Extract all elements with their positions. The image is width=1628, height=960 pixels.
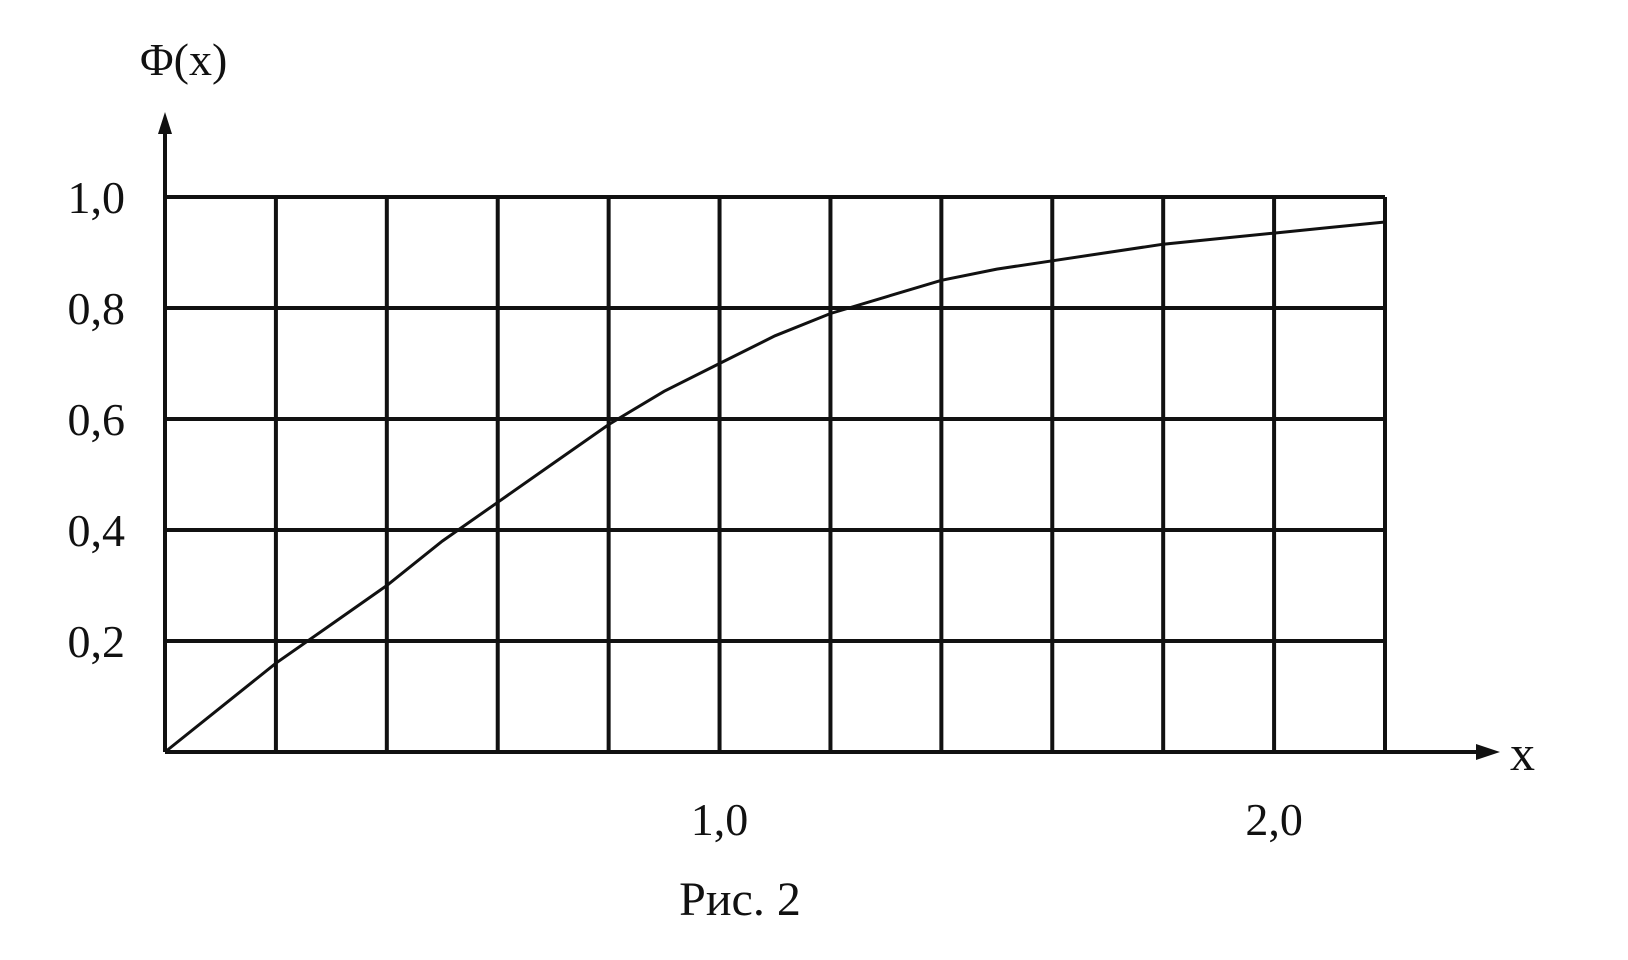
y-tick-label: 1,0	[68, 172, 126, 223]
y-axis-label: Φ(x)	[140, 34, 227, 85]
y-tick-label: 0,2	[68, 616, 126, 667]
y-axis-arrow-icon	[158, 112, 172, 134]
y-tick-label: 0,4	[68, 505, 126, 556]
grid	[165, 195, 1387, 752]
axes	[158, 112, 1500, 760]
y-tick-label: 0,8	[68, 283, 126, 334]
series-line	[164, 220, 1386, 754]
x-tick-labels: 1,0 2,0	[691, 794, 1303, 845]
x-tick-label: 2,0	[1245, 794, 1303, 845]
x-axis-label: x	[1510, 725, 1535, 781]
x-tick-label: 1,0	[691, 794, 749, 845]
x-axis-arrow-icon	[1476, 744, 1500, 760]
figure-caption: Рис. 2	[679, 873, 801, 926]
y-tick-label: 0,6	[68, 394, 126, 445]
y-tick-labels: 0,2 0,4 0,6 0,8 1,0	[68, 172, 126, 667]
